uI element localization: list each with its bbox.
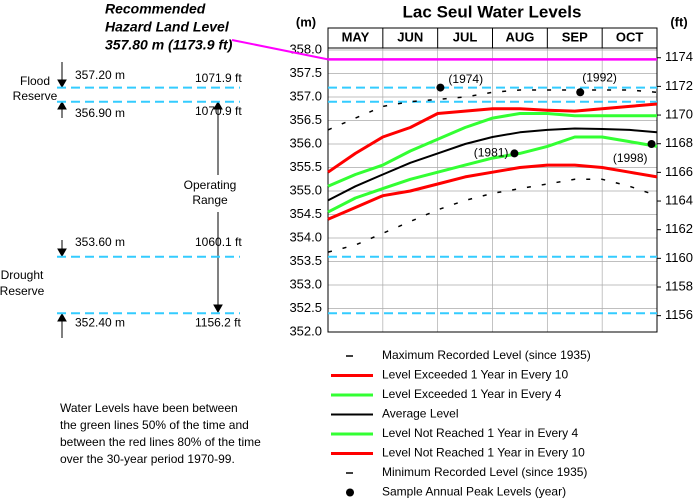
arrow-head xyxy=(57,248,67,258)
legend-label: Average Level xyxy=(382,407,459,421)
x-tick-label: SEP xyxy=(562,29,588,44)
reference-label: 356.90 m xyxy=(75,106,125,120)
y2-tick-label: 1166 xyxy=(665,164,693,179)
zone-label: Flood xyxy=(20,74,50,88)
peak-point xyxy=(510,149,519,158)
x-tick-label: JUN xyxy=(397,29,423,44)
legend-label: Level Exceeded 1 Year in Every 4 xyxy=(382,387,562,401)
y-tick-label: 356.5 xyxy=(289,112,322,127)
legend-label: Level Not Reached 1 Year in Every 4 xyxy=(382,426,578,440)
legend-label: Maximum Recorded Level (since 1935) xyxy=(382,348,591,362)
series-line xyxy=(327,163,658,221)
note-line: Water Levels have been between xyxy=(60,401,238,415)
reference-label: 352.40 m xyxy=(75,315,125,329)
reference-label: 357.20 m xyxy=(75,68,125,82)
y-tick-label: 353.0 xyxy=(289,276,322,291)
series-line xyxy=(327,127,658,202)
zone-label: Drought xyxy=(1,268,44,282)
arrows xyxy=(57,62,223,338)
y2-tick-label: 1164 xyxy=(665,192,693,207)
y-tick-label: 356.0 xyxy=(289,135,322,150)
note-line: over the 30-year period 1970-99. xyxy=(60,452,235,466)
series-line xyxy=(327,112,657,188)
hazard-label: Hazard Land Level xyxy=(105,19,230,35)
peak-label: (1974) xyxy=(448,72,483,86)
y2-axis-label: (ft) xyxy=(670,14,687,29)
y-tick-label: 357.5 xyxy=(289,65,322,80)
y-tick-label: 354.5 xyxy=(289,206,322,221)
legend-swatch xyxy=(346,488,354,497)
y2-tick-label: 1170 xyxy=(665,106,693,121)
arrow-head xyxy=(57,79,67,89)
legend-label: Minimum Recorded Level (since 1935) xyxy=(382,465,587,479)
reference-label: 1060.1 ft xyxy=(195,235,242,249)
peak-point xyxy=(576,88,585,97)
peak-label: (1998) xyxy=(613,151,648,165)
legend-label: Level Not Reached 1 Year in Every 10 xyxy=(382,446,585,460)
peak-label: (1992) xyxy=(582,70,617,84)
reference-label: 1070.9 ft xyxy=(195,104,242,118)
y2-tick-label: 1168 xyxy=(665,135,693,150)
y2-tick-label: 1174 xyxy=(665,49,693,64)
y-tick-label: 353.5 xyxy=(289,253,322,268)
y2-tick-label: 1158 xyxy=(665,278,693,293)
arrow-head xyxy=(57,312,67,322)
y2-tick-label: 1162 xyxy=(665,221,693,236)
series-line xyxy=(327,178,658,253)
zone-label: Reserve xyxy=(0,284,45,298)
x-tick-label: JUL xyxy=(453,29,478,44)
reference-label: 353.60 m xyxy=(75,235,125,249)
y-tick-label: 354.0 xyxy=(289,229,322,244)
arrow-head xyxy=(57,100,67,110)
legend-label: Level Exceeded 1 Year in Every 10 xyxy=(382,368,568,382)
reference-label: 1156.2 ft xyxy=(195,315,241,329)
hazard-label: 357.80 m (1173.9 ft) xyxy=(105,37,233,53)
zone-label: Range xyxy=(192,193,228,207)
series-line xyxy=(327,135,658,214)
y-tick-label: 352.5 xyxy=(289,300,322,315)
zone-label: Operating xyxy=(184,178,237,192)
y-tick-label: 355.5 xyxy=(289,159,322,174)
x-tick-label: AUG xyxy=(505,29,534,44)
y-tick-label: 355.0 xyxy=(289,182,322,197)
y-tick-label: 352.0 xyxy=(289,323,322,338)
peak-point xyxy=(647,140,656,148)
peak-point xyxy=(436,83,445,92)
series-line xyxy=(327,102,658,174)
reference-label: 1071.9 ft xyxy=(195,71,242,85)
y-axis-label: (m) xyxy=(296,14,316,29)
y2-tick-label: 1156 xyxy=(665,307,693,322)
peak-label: (1981) xyxy=(474,146,509,160)
chart-title: Lac Seul Water Levels xyxy=(403,2,582,21)
hazard-label: Recommended xyxy=(105,1,206,17)
x-tick-label: OCT xyxy=(616,29,644,44)
y2-tick-label: 1160 xyxy=(665,250,693,265)
x-tick-label: MAY xyxy=(342,29,370,44)
note-line: between the red lines 80% of the time xyxy=(60,435,261,449)
hazard-pointer xyxy=(231,39,329,61)
arrow-head xyxy=(213,304,223,314)
y-tick-label: 357.0 xyxy=(289,88,322,103)
y2-tick-label: 1172 xyxy=(665,78,693,93)
legend-label: Sample Annual Peak Levels (year) xyxy=(382,485,566,499)
zone-label: Reserve xyxy=(13,89,58,103)
arrow-head xyxy=(213,100,223,110)
note-line: the green lines 50% of the time and xyxy=(60,418,249,432)
plot-frame xyxy=(327,27,658,333)
